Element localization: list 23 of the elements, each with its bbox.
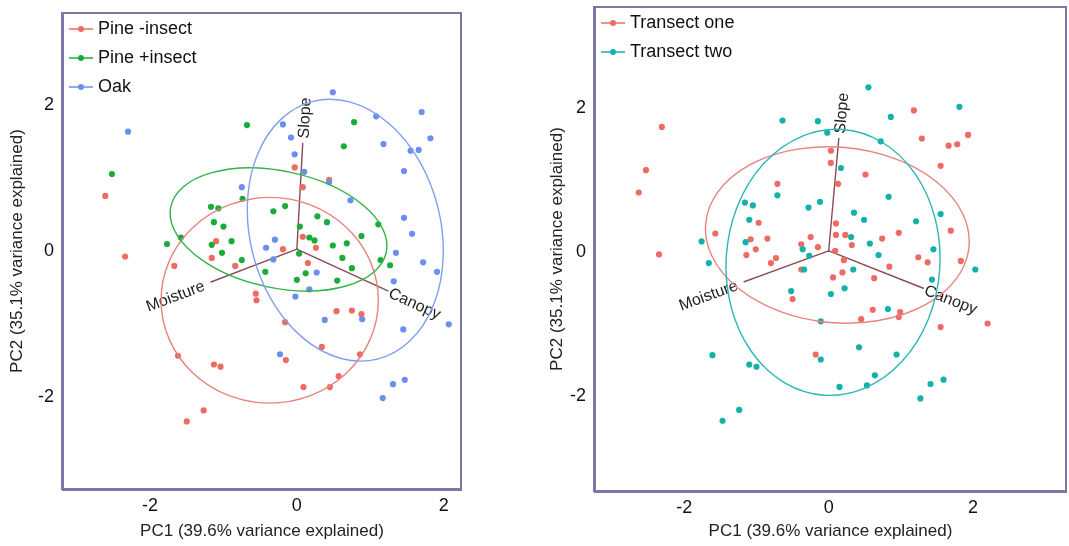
- legend-label: Transect one: [630, 11, 735, 34]
- y-tick-label: 2: [575, 97, 586, 118]
- y-axis-title: PC2 (35.1% variance explained): [7, 129, 27, 373]
- y-tick-label: -2: [569, 385, 586, 406]
- x-tick-label: -2: [676, 496, 693, 517]
- x-tick-label: 2: [438, 494, 449, 515]
- y-tick-label: 0: [43, 239, 54, 260]
- y-tick-label: 0: [575, 241, 586, 262]
- x-axis-title: PC1 (39.6% variance explained): [708, 521, 953, 540]
- legend-label: Pine +insect: [98, 46, 197, 69]
- x-tick-label: -2: [142, 494, 159, 515]
- annotation: Slope: [294, 96, 314, 139]
- legend-label: Pine -insect: [98, 17, 193, 40]
- legend-label: Transect two: [630, 40, 733, 63]
- x-tick-label: 2: [968, 496, 979, 517]
- x-tick-label: 0: [291, 494, 302, 515]
- y-tick-label: -2: [37, 385, 54, 406]
- x-tick-label: 0: [823, 496, 834, 517]
- legend-label: Oak: [98, 75, 132, 98]
- y-tick-label: 2: [43, 93, 54, 114]
- annotation: Slope: [830, 91, 852, 135]
- y-axis-title: PC2 (35.1% variance explained): [547, 127, 567, 371]
- x-axis-title: PC1 (39.6% variance explained): [140, 521, 384, 540]
